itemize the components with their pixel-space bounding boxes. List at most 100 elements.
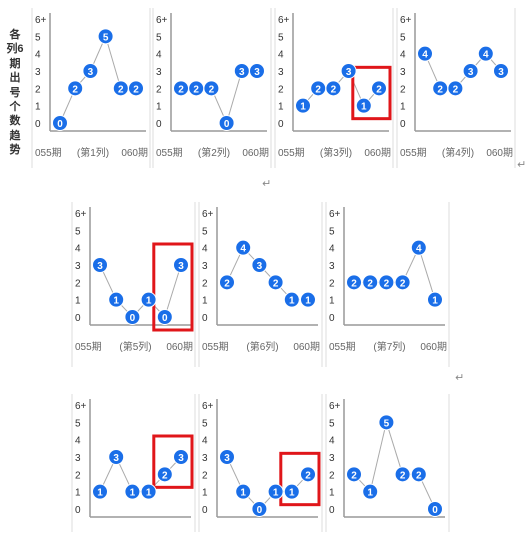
paragraph-mark: ↵ [262,178,272,190]
data-label: 2 [193,84,199,95]
x-label: 060期 [420,341,447,353]
data-point [410,239,427,256]
data-label: 1 [367,488,373,499]
paragraph-mark: ↵ [455,372,465,384]
x-label: 060期 [364,147,391,159]
x-label: 060期 [293,341,320,353]
x-label: 055期 [202,341,229,353]
y-tick-label: 3 [400,67,406,78]
y-tick-label: 1 [202,296,208,307]
x-label: 060期 [121,147,148,159]
data-label: 2 [178,84,184,95]
data-point [140,291,157,308]
y-tick-label: 4 [202,244,208,255]
x-label: 060期 [166,341,193,353]
y-tick-label: 1 [75,488,81,499]
data-label: 3 [224,453,230,464]
data-point [325,80,342,97]
data-point [427,291,443,308]
data-label: 3 [178,261,184,272]
y-tick-label: 0 [329,313,335,324]
y-tick-label: 3 [329,261,335,272]
x-label: 055期 [156,147,183,159]
data-label: 0 [432,505,438,516]
data-label: 4 [422,50,428,61]
x-label: (第5列) [119,340,151,353]
data-label: 2 [416,470,422,481]
data-label: 1 [305,296,311,307]
data-point [378,414,395,431]
y-tick-label: 6+ [278,15,290,26]
data-label: 0 [257,505,263,516]
y-tick-label: 2 [156,84,162,95]
data-label: 0 [57,119,63,130]
data-label: 4 [240,244,246,255]
data-point [108,291,125,308]
y-tick-label: 4 [329,436,335,447]
data-label: 0 [130,313,136,324]
data-label: 0 [224,119,230,130]
y-tick-label: 5 [329,418,335,429]
data-point [417,45,433,62]
data-label: 2 [384,278,390,289]
x-label: 055期 [329,341,356,353]
data-point [92,257,108,273]
y-tick-label: 1 [75,296,81,307]
y-tick-label: 6+ [329,209,341,220]
series-line-segment [418,247,436,300]
data-point [82,63,99,79]
highlight-box [152,434,194,489]
y-tick-label: 6+ [75,401,87,412]
data-label: 2 [331,84,337,95]
data-point [295,97,311,114]
y-tick-label: 1 [202,488,208,499]
data-point [427,501,443,517]
data-label: 2 [367,278,373,289]
y-tick-label: 6+ [75,209,87,220]
series-line-segment [385,422,404,475]
highlight-box [152,242,194,332]
y-tick-label: 2 [278,84,284,95]
data-label: 1 [361,102,367,113]
data-label: 1 [240,488,246,499]
y-tick-label: 4 [75,244,81,255]
y-tick-label: 1 [156,102,162,113]
data-point [203,80,220,97]
y-tick-label: 3 [202,453,208,464]
y-tick-label: 5 [75,226,81,237]
data-point [283,291,300,308]
data-label: 2 [453,84,459,95]
data-label: 3 [498,67,504,78]
y-tick-label: 0 [278,119,284,130]
data-label: 5 [384,418,390,429]
y-tick-label: 2 [400,84,406,95]
data-label: 1 [146,296,152,307]
y-tick-label: 0 [329,505,335,516]
data-label: 1 [97,488,103,499]
y-tick-label: 4 [329,244,335,255]
highlight-box [351,65,392,121]
y-tick-label: 1 [329,296,335,307]
data-label: 2 [305,470,311,481]
x-label: (第4列) [442,146,474,159]
y-tick-label: 6+ [400,15,412,26]
y-tick-label: 1 [329,488,335,499]
y-tick-label: 4 [400,50,406,61]
data-label: 2 [351,470,357,481]
y-tick-label: 2 [329,278,335,289]
y-tick-label: 1 [35,102,41,113]
data-label: 1 [113,296,119,307]
data-label: 2 [209,84,215,95]
series-line-segment [105,36,122,89]
data-point [156,466,173,483]
y-tick-label: 2 [75,470,81,481]
data-label: 3 [257,261,263,272]
data-point [283,483,300,500]
data-point [219,449,235,465]
data-label: 1 [289,296,295,307]
data-point [362,483,379,500]
